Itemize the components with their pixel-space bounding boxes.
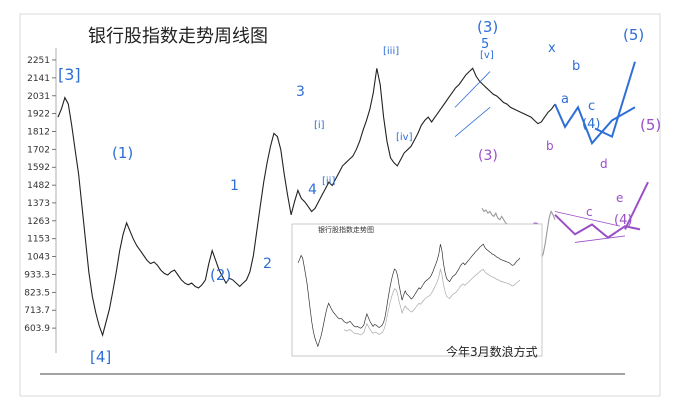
y-axis-ticks: 2251 2141 2031 1922 1812 1702 1592 1482 1373 1263… xyxy=(24,48,57,353)
y-tick-label: 1482 xyxy=(27,181,50,191)
wave-label: b xyxy=(572,59,580,74)
y-tick-label: 1043 xyxy=(27,253,50,263)
inset-caption: 今年3月数浪方式 xyxy=(446,344,538,359)
inset-main-line xyxy=(297,243,521,348)
wave-label: c xyxy=(588,99,595,114)
main-series-line xyxy=(57,67,556,338)
wave-label: c xyxy=(586,205,593,219)
wave-label: 4 xyxy=(308,182,317,198)
main-series xyxy=(57,67,556,338)
trend-line-lower xyxy=(574,235,626,243)
inset-series xyxy=(297,243,521,348)
y-tick-label: 933.3 xyxy=(24,270,50,280)
wave-label: (3) xyxy=(478,148,498,164)
trend-line-blue-upper xyxy=(454,71,491,108)
y-tick-label: 1592 xyxy=(27,163,50,173)
wave-label: (5) xyxy=(640,116,661,134)
y-tick-label: 1263 xyxy=(27,217,50,227)
wave-label: [ii] xyxy=(322,176,335,187)
wave-label: (4) xyxy=(614,213,632,228)
trend-line-upper xyxy=(554,211,621,227)
wave-label: 5 xyxy=(481,37,489,52)
y-tick-label: 2251 xyxy=(27,56,50,66)
chart-title: 银行股指数走势周线图 xyxy=(88,26,268,47)
y-tick-label: 1373 xyxy=(27,199,50,209)
projection-lines xyxy=(454,61,649,243)
inset-chart: 银行股指数走势图 xyxy=(291,223,543,357)
wave-label: (2) xyxy=(210,266,231,284)
wave-label: [3] xyxy=(58,65,81,84)
y-tick-label: 1922 xyxy=(27,110,50,120)
inset-title: 银行股指数走势图 xyxy=(318,225,374,234)
projection-purple-line xyxy=(554,214,641,239)
wave-label: 1 xyxy=(230,178,239,194)
wave-label: x xyxy=(548,41,556,56)
wave-label: b xyxy=(546,139,554,153)
wave-label: d xyxy=(600,157,608,171)
wave-label: [v] xyxy=(480,50,494,61)
y-tick-label: 1153 xyxy=(27,235,50,245)
y-tick-label: 2031 xyxy=(27,92,50,102)
wave-label: [iii] xyxy=(383,46,399,57)
wave-label: (1) xyxy=(112,144,133,162)
y-tick-label: 1812 xyxy=(27,127,50,137)
y-tick-label: 823.5 xyxy=(24,288,50,298)
wave-label: (5) xyxy=(623,26,644,44)
inset-alt-line xyxy=(343,268,521,336)
y-tick-label: 713.7 xyxy=(24,306,50,316)
projection-purple-tail xyxy=(624,181,649,230)
projection-blue-line xyxy=(554,103,636,146)
wave-label: 3 xyxy=(296,84,305,100)
wave-label: e xyxy=(616,191,623,205)
trend-line-blue-lower xyxy=(454,107,491,137)
wave-label: a xyxy=(561,92,569,107)
wave-label: (3) xyxy=(477,18,498,36)
inset-frame xyxy=(291,223,543,357)
wave-label: (4) xyxy=(582,117,600,132)
projection-blue-tail xyxy=(594,61,636,139)
y-tick-label: 2141 xyxy=(27,74,50,84)
wave-label: 2 xyxy=(263,256,272,272)
y-tick-label: 1702 xyxy=(27,145,50,155)
wave-label: [4] xyxy=(90,348,111,366)
wave-label: [iv] xyxy=(396,132,413,143)
wave-label: [i] xyxy=(314,120,325,131)
y-tick-label: 603.9 xyxy=(24,324,50,334)
